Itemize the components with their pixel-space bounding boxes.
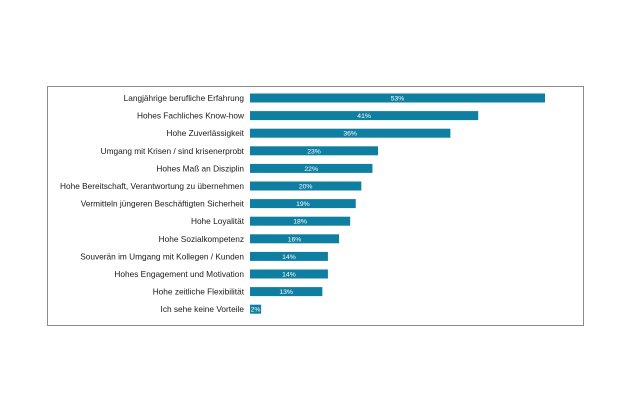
bar	[250, 181, 362, 191]
value-label: 22%	[304, 166, 318, 173]
category-label: Hohe Sozialkompetenz	[159, 234, 244, 244]
value-label: 14%	[282, 254, 296, 261]
category-label: Souverän im Umgang mit Kollegen / Kunden	[80, 251, 244, 261]
bar	[250, 234, 340, 244]
value-label: 18%	[293, 219, 307, 226]
bar	[250, 216, 351, 226]
value-label: 2%	[251, 307, 261, 314]
category-label: Langjährige berufliche Erfahrung	[124, 93, 245, 103]
category-label: Hohes Maß an Disziplin	[156, 163, 244, 173]
value-label: 41%	[357, 113, 371, 120]
bar	[250, 128, 451, 138]
category-label: Ich sehe keine Vorteile	[161, 304, 245, 314]
value-label: 13%	[279, 289, 293, 296]
bar	[250, 111, 479, 121]
value-label: 16%	[288, 236, 302, 243]
value-label: 19%	[296, 201, 310, 208]
value-label: 53%	[391, 96, 405, 103]
value-label: 23%	[307, 148, 321, 155]
value-label: 36%	[343, 131, 357, 138]
category-label: Hohes Engagement und Motivation	[114, 269, 244, 279]
category-label: Hohe Bereitschaft, Verantwortung zu über…	[60, 181, 244, 191]
bar	[250, 93, 545, 103]
bar	[250, 287, 323, 297]
category-label: Hohes Fachliches Know-how	[137, 111, 245, 121]
value-label: 20%	[299, 184, 313, 191]
category-label: Umgang mit Krisen / sind krisenerprobt	[101, 146, 245, 156]
bar	[250, 146, 379, 156]
category-label: Hohe Zuverlässigkeit	[167, 128, 245, 138]
bar	[250, 199, 356, 209]
category-label: Hohe Loyalität	[191, 216, 245, 226]
chart-frame: Langjährige berufliche Erfahrung 53% Hohes…	[47, 86, 584, 326]
bar	[250, 269, 328, 279]
category-label: Hohe zeitliche Flexibilität	[153, 287, 245, 297]
bar	[250, 251, 328, 261]
bar	[250, 304, 262, 314]
category-label: Vermitteln jüngeren Beschäftigten Sicher…	[81, 199, 245, 209]
bar	[250, 163, 373, 173]
value-label: 14%	[282, 272, 296, 279]
bar-chart: Langjährige berufliche Erfahrung 53% Hohes…	[60, 93, 545, 314]
